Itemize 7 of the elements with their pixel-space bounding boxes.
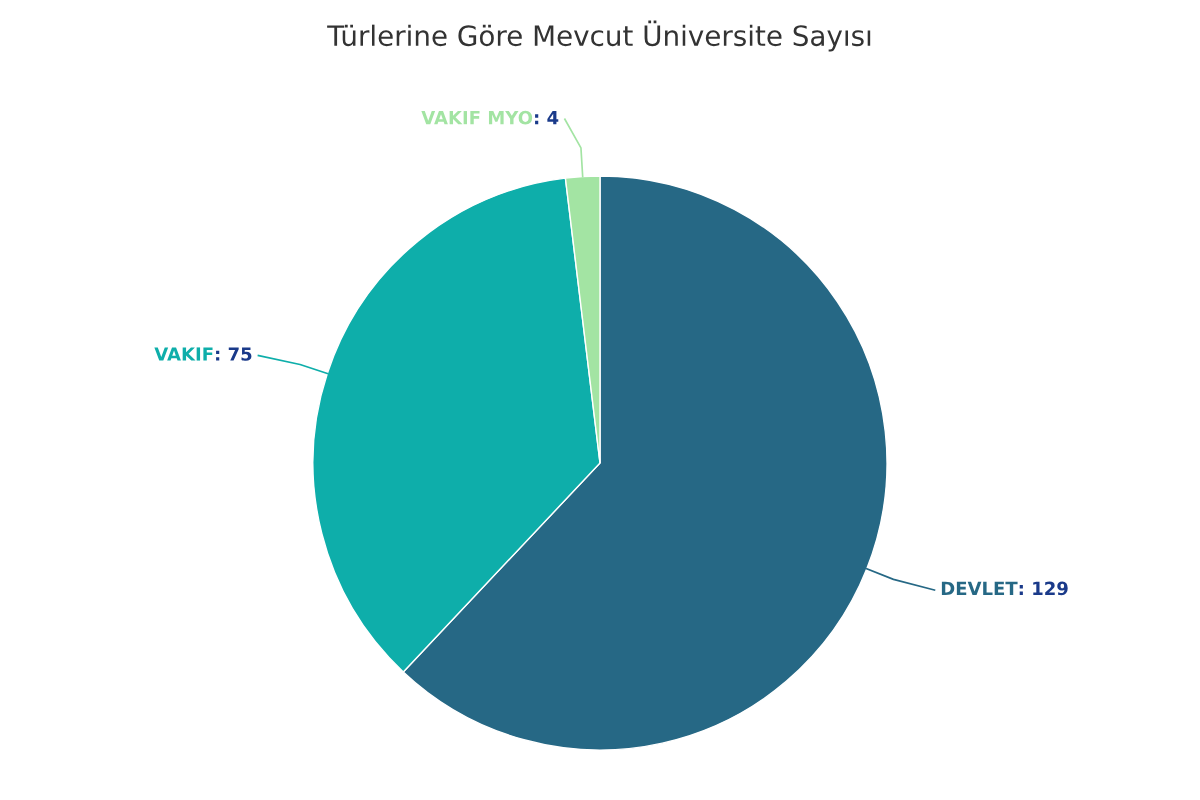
data-label: : 4 [535,111,559,125]
data-label: : 75 [216,347,252,361]
slice-label: VAKIF [154,347,213,361]
slice-label: DEVLET [941,581,1018,595]
slice-label: VAKIF MYO [421,110,533,125]
chart-title: Türlerine Göre Mevcut Üniversite Sayısı [327,20,871,52]
data-label: : 129 [1019,581,1068,596]
